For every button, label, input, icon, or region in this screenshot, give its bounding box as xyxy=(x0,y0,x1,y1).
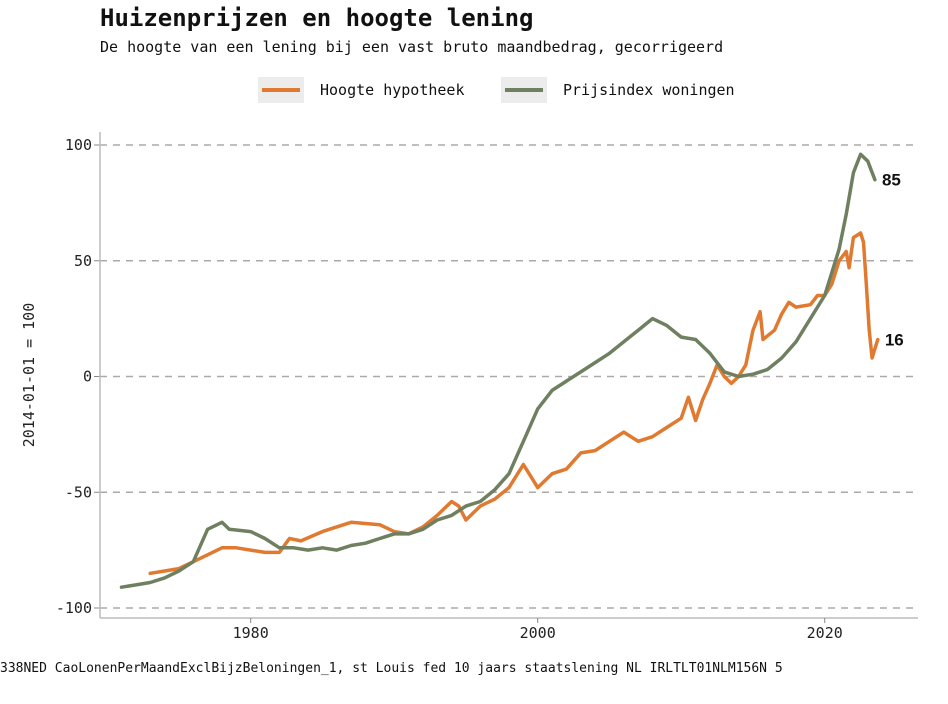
chart-title: Huizenprijzen en hoogte lening xyxy=(100,4,534,32)
y-tick-label: -50 xyxy=(65,483,92,501)
x-tick-label: 2000 xyxy=(520,624,556,642)
legend-label: Hoogte hypotheek xyxy=(320,81,465,99)
legend: Hoogte hypotheek Prijsindex woningen xyxy=(258,77,735,103)
y-tick-label: -100 xyxy=(56,599,92,617)
end-label-prijsindex-woningen: 85 xyxy=(882,171,901,190)
series-line-prijsindex-woningen xyxy=(119,152,877,589)
axes: -100 -50 0 50 100 1980 2000 2020 2014-01-01 = 10… xyxy=(20,132,918,642)
gridlines xyxy=(100,144,918,609)
legend-label: Prijsindex woningen xyxy=(563,81,735,99)
y-tick-label: 0 xyxy=(83,368,92,386)
series-line-hoogte-hypotheek xyxy=(148,231,880,576)
x-tick-label: 1980 xyxy=(233,624,269,642)
y-axis-label: 2014-01-01 = 100 xyxy=(20,303,38,448)
x-tick-label: 2020 xyxy=(807,624,843,642)
end-label-hoogte-hypotheek: 16 xyxy=(885,330,904,349)
y-tick-label: 50 xyxy=(74,252,92,270)
y-tick-label: 100 xyxy=(65,136,92,154)
chart-subtitle: De hoogte van een lening bij een vast br… xyxy=(100,38,724,56)
source-caption: 338NED CaoLonenPerMaandExclBijzBeloninge… xyxy=(0,661,783,676)
